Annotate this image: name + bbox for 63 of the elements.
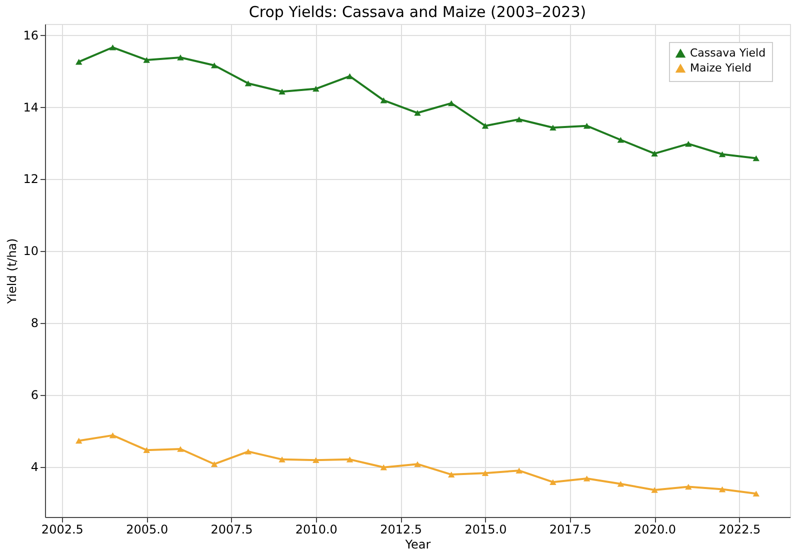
y-axis-title: Yield (t/ha) <box>5 238 20 305</box>
point <box>244 448 252 454</box>
y-tick-label: 12 <box>23 172 38 186</box>
x-tick-label: 2002.5 <box>41 522 84 536</box>
point <box>516 116 522 122</box>
point <box>583 476 590 482</box>
y-tick-label: 8 <box>30 316 38 330</box>
point <box>76 58 82 65</box>
y-tick-label: 6 <box>30 388 38 402</box>
x-tick-label: 2017.5 <box>549 522 592 536</box>
point <box>718 151 726 158</box>
x-axis-title: Year <box>404 538 431 552</box>
x-tick-label: 2015.0 <box>464 522 507 536</box>
x-tick-label: 2005.0 <box>126 522 168 536</box>
point <box>210 461 218 468</box>
point <box>752 155 760 162</box>
x-tick-label: 2022.5 <box>718 522 761 536</box>
point <box>583 122 590 129</box>
y-tick-label: 16 <box>23 28 38 42</box>
point <box>482 470 489 476</box>
point <box>617 136 624 143</box>
point <box>278 88 286 95</box>
point <box>448 100 455 106</box>
point <box>177 54 184 60</box>
point <box>380 97 387 104</box>
point <box>414 110 421 116</box>
x-tick-label: 2007.5 <box>210 522 253 536</box>
point <box>685 140 692 147</box>
point <box>380 464 387 470</box>
point <box>651 487 658 493</box>
point <box>651 150 658 156</box>
chart-title: Crop Yields: Cassava and Maize (2003–2023) <box>248 3 586 21</box>
point <box>143 57 150 63</box>
point <box>312 457 320 464</box>
point <box>482 122 489 129</box>
point <box>109 44 116 50</box>
x-tick-label: 2020.0 <box>634 522 676 536</box>
point <box>312 86 320 92</box>
point <box>143 447 150 453</box>
legend-label: Maize Yield <box>690 62 752 74</box>
point <box>718 486 726 492</box>
point <box>550 479 556 485</box>
legend-label: Cassava Yield <box>690 46 766 60</box>
point <box>685 484 692 490</box>
y-tick-label: 4 <box>30 460 38 474</box>
x-tick-label: 2010.0 <box>295 522 338 536</box>
point <box>617 480 624 487</box>
point <box>244 80 252 86</box>
point <box>516 468 522 474</box>
point <box>109 432 116 438</box>
point <box>414 461 421 468</box>
point <box>752 490 760 497</box>
point <box>278 456 286 462</box>
point <box>550 124 556 131</box>
point <box>346 73 354 80</box>
y-tick-label: 10 <box>23 244 38 258</box>
point <box>346 456 354 462</box>
x-tick-label: 2012.5 <box>380 522 422 536</box>
point <box>210 62 218 68</box>
y-tick-label: 14 <box>23 100 38 114</box>
point <box>448 472 455 478</box>
point <box>177 446 184 452</box>
point <box>76 438 82 444</box>
